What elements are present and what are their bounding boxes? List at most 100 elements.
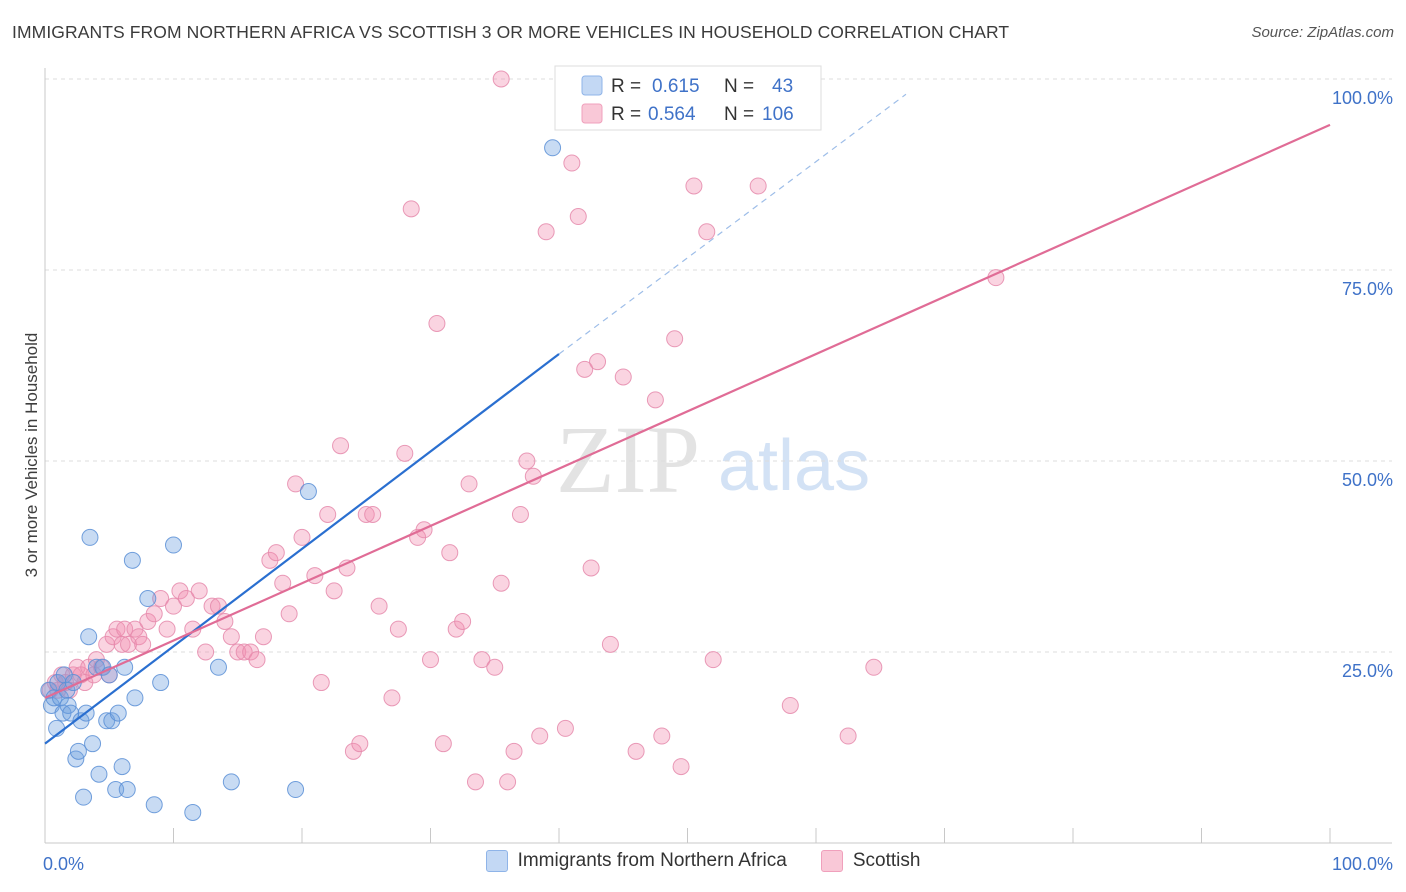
northern-africa-point-42 <box>544 139 562 157</box>
x-tick-labels: 0.0% 100.0% <box>43 854 1393 874</box>
scottish-point-83 <box>537 223 555 241</box>
scottish-point-79 <box>511 505 529 523</box>
scottish-point-58 <box>364 505 382 523</box>
northern-africa-point-35 <box>152 674 170 692</box>
scottish-point-80 <box>518 452 536 470</box>
legend-r-label-1: R = <box>611 76 641 97</box>
scottish-point-90 <box>601 635 619 653</box>
northern-africa-point-15 <box>75 788 93 806</box>
scottish-point-27 <box>158 620 176 638</box>
scottish-point-94 <box>653 727 671 745</box>
scottish-point-84 <box>556 719 574 737</box>
stats-legend-pink-swatch <box>581 103 603 124</box>
scottish-point-76 <box>492 574 510 592</box>
scottish-point-75 <box>486 658 504 676</box>
stats-legend-blue-swatch <box>581 75 603 96</box>
stats-legend: R = 0.615 N = 43 R = 0.564 N = 106 <box>554 65 822 131</box>
northern-africa-point-26 <box>107 781 125 799</box>
scottish-point-98 <box>698 223 716 241</box>
scottish-point-74 <box>473 651 491 669</box>
scottish-point-22 <box>130 628 148 646</box>
source-label: Source: ZipAtlas.com <box>1251 24 1394 41</box>
scottish-trend-line <box>44 123 1331 699</box>
scottish-point-57 <box>357 505 375 523</box>
northern-africa-point-27 <box>109 704 127 722</box>
legend-n-value-1: 43 <box>772 76 793 97</box>
y-axis-label: 3 or more Vehicles in Household <box>22 333 41 578</box>
scottish-point-52 <box>325 582 343 600</box>
northern-africa-points <box>40 139 562 821</box>
legend-swatch-pink <box>820 850 843 872</box>
northern-africa-point-13 <box>69 742 87 760</box>
northern-africa-point-17 <box>80 628 98 646</box>
northern-africa-point-38 <box>209 658 227 676</box>
scottish-point-91 <box>614 368 632 386</box>
northern-africa-point-19 <box>84 735 102 753</box>
scottish-point-38 <box>229 643 247 661</box>
northern-africa-point-31 <box>123 551 141 569</box>
scottish-point-71 <box>454 612 472 630</box>
scottish-point-48 <box>293 528 311 546</box>
scottish-point-37 <box>222 628 240 646</box>
y-tick-label-100: 100.0% <box>1332 88 1393 108</box>
northern-africa-point-18 <box>81 528 99 546</box>
scottish-point-100 <box>749 177 767 195</box>
scottish-point-61 <box>389 620 407 638</box>
x-tick-label-0: 0.0% <box>43 854 84 874</box>
northern-africa-point-30 <box>118 781 136 799</box>
scottish-point-66 <box>422 651 439 669</box>
northern-africa-trend-line <box>44 353 560 745</box>
scottish-point-78 <box>505 742 523 760</box>
scottish-point-86 <box>569 208 587 226</box>
scottish-point-92 <box>627 742 645 760</box>
scottish-point-68 <box>434 735 452 753</box>
y-tick-label-25: 25.0% <box>1342 661 1393 681</box>
scottish-point-95 <box>666 330 684 348</box>
northern-africa-trend-extension <box>558 93 907 355</box>
northern-africa-point-39 <box>222 773 240 791</box>
scottish-point-101 <box>781 696 799 714</box>
northern-africa-point-37 <box>184 803 202 821</box>
legend-n-value-2: 106 <box>762 104 794 125</box>
scottish-point-62 <box>396 444 414 462</box>
scottish-point-47 <box>287 475 305 493</box>
northern-africa-point-36 <box>165 536 182 554</box>
northern-africa-point-21 <box>90 765 108 783</box>
scottish-point-50 <box>312 674 330 692</box>
chart-title: IMMIGRANTS FROM NORTHERN AFRICA VS SCOTT… <box>12 22 1010 42</box>
scottish-point-105 <box>492 70 510 88</box>
scottish-point-23 <box>134 635 152 653</box>
legend-r-label-2: R = <box>611 104 641 125</box>
legend-r-value-1: 0.615 <box>652 76 700 97</box>
scottish-point-46 <box>280 605 298 623</box>
scottish-point-34 <box>203 597 221 615</box>
legend-label-northern-africa: Immigrants from Northern Africa <box>517 850 787 871</box>
scottish-point-72 <box>460 475 478 493</box>
scottish-point-63 <box>402 200 420 218</box>
scottish-point-41 <box>248 651 266 669</box>
scottish-point-69 <box>441 544 459 562</box>
scottish-point-26 <box>152 590 170 608</box>
scottish-point-21 <box>126 620 144 638</box>
scottish-point-33 <box>197 643 215 661</box>
scottish-point-93 <box>646 391 664 409</box>
scottish-point-59 <box>370 597 388 615</box>
watermark-atlas: atlas <box>718 426 870 506</box>
legend-swatch-blue <box>485 850 508 872</box>
northern-africa-point-41 <box>299 483 317 501</box>
gridlines <box>45 78 1392 653</box>
northern-africa-point-28 <box>113 758 131 776</box>
northern-africa-point-40 <box>287 781 305 799</box>
scottish-point-25 <box>145 605 163 623</box>
scottish-point-73 <box>466 773 484 791</box>
scottish-point-28 <box>165 597 182 615</box>
scottish-point-60 <box>383 689 401 707</box>
northern-africa-point-34 <box>145 796 163 814</box>
northern-africa-point-32 <box>126 689 144 707</box>
legend-label-scottish: Scottish <box>852 850 921 871</box>
legend-n-label-1: N = <box>724 76 754 97</box>
x-tick-label-100: 100.0% <box>1332 854 1393 874</box>
scottish-point-102 <box>839 727 857 745</box>
y-tick-label-50: 50.0% <box>1342 470 1393 490</box>
